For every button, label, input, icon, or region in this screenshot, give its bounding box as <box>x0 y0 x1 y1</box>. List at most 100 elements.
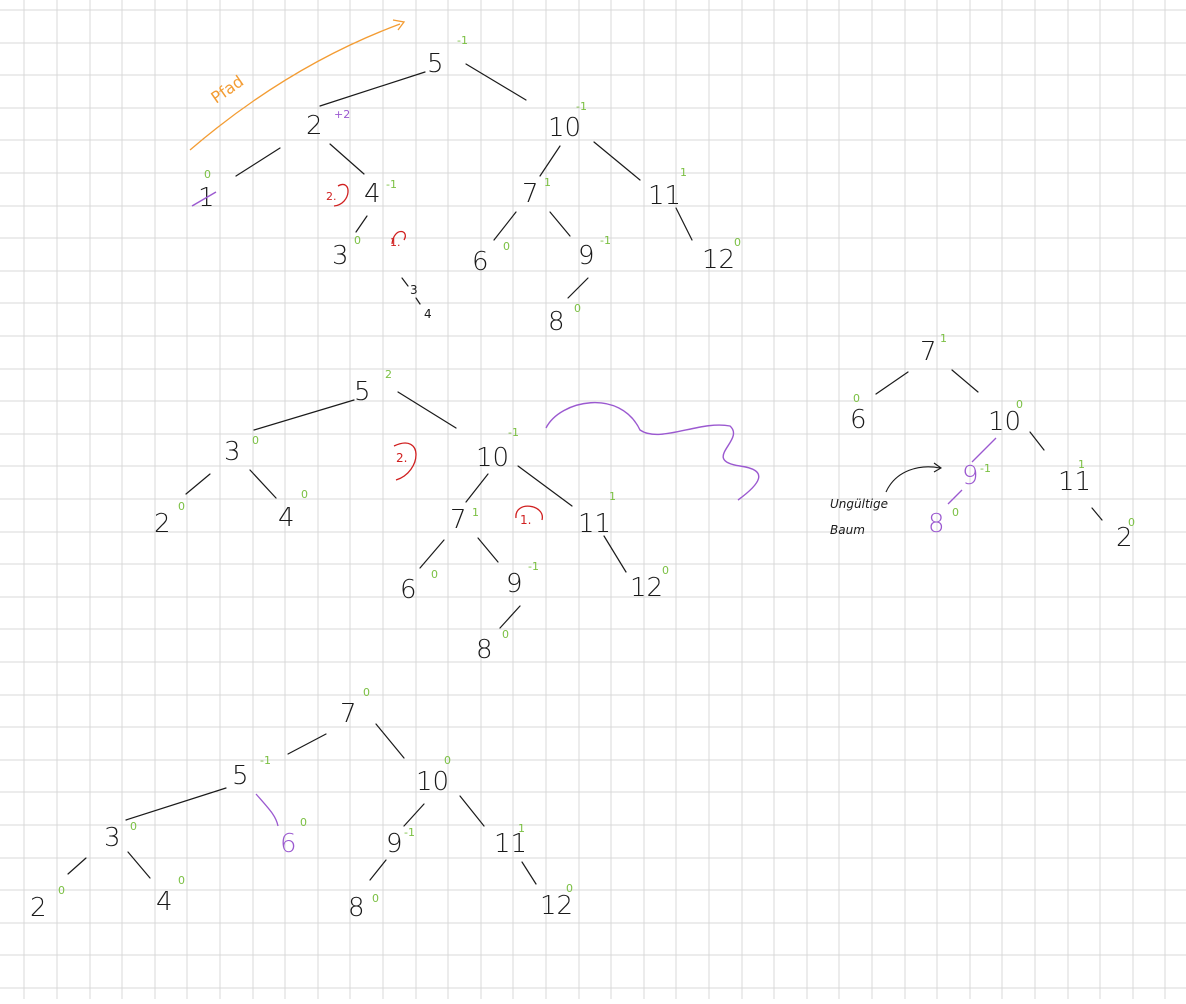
strike-through <box>191 191 217 207</box>
tree1-balance: +2 <box>334 108 350 121</box>
edge-highlight <box>255 793 279 827</box>
tree4-balance: 0 <box>853 392 860 405</box>
tree2-node: 5 <box>354 377 371 407</box>
tree4-node: 6 <box>850 405 867 435</box>
edge <box>185 473 211 495</box>
tree2-balance: 0 <box>178 500 185 513</box>
tree1-balance: 0 <box>734 236 741 249</box>
rotation-marker-1 <box>515 505 543 521</box>
tree2-balance: 0 <box>252 434 259 447</box>
label-arrowhead <box>933 462 943 473</box>
edge <box>319 71 426 107</box>
edge-highlight <box>947 489 963 505</box>
tree2-node: 4 <box>278 503 295 533</box>
tree1-node: 2 <box>306 111 323 141</box>
tree3-node: 2 <box>30 893 47 923</box>
tree2: 5 2 3 0 2 0 4 0 10 -1 7 1 6 0 9 -1 8 0 1… <box>154 368 760 665</box>
edge <box>67 857 87 875</box>
tree2-node: 7 <box>450 505 467 535</box>
edge <box>493 211 517 241</box>
tree3: 7 0 5 -1 3 0 2 0 4 0 6 0 10 0 9 -1 8 0 1… <box>30 686 573 923</box>
tree1: Pfad 5 -1 2 +2 1 0 4 -1 3 0 10 -1 7 1 6 … <box>189 19 741 337</box>
edge <box>521 861 537 885</box>
edge <box>415 297 421 305</box>
tree1-node: 8 <box>548 307 565 337</box>
tree3-node: 9 <box>386 829 403 859</box>
note-label: 4 <box>424 307 432 321</box>
edge <box>235 147 281 177</box>
tree3-balance: 0 <box>130 820 137 833</box>
tree1-node: 4 <box>364 179 381 209</box>
tree3-balance: 0 <box>178 874 185 887</box>
rotation-marker-2 <box>333 183 349 207</box>
edge <box>329 143 365 175</box>
edge <box>477 537 499 563</box>
tree4-node: 7 <box>920 337 937 367</box>
unbalanced-label-line2: Baum <box>830 523 865 537</box>
tree4-node-highlight: 8 <box>928 509 945 539</box>
edge <box>401 277 409 287</box>
rotation-marker-2 <box>393 442 417 481</box>
tree1-balance: 0 <box>354 234 361 247</box>
tree1-node: 11 <box>648 181 681 211</box>
path-label: Pfad <box>207 71 247 107</box>
tree2-balance: 0 <box>502 628 509 641</box>
tree1-balance: 1 <box>680 166 687 179</box>
tree4-balance: 0 <box>1128 516 1135 529</box>
tree4-node-highlight: 9 <box>962 461 979 491</box>
wave-annotation <box>545 402 760 501</box>
tree2-balance: 1 <box>609 490 616 503</box>
tree2-balance: 2 <box>385 368 392 381</box>
tree3-balance: 0 <box>444 754 451 767</box>
tree2-node: 3 <box>224 437 241 467</box>
tree3-node: 7 <box>340 699 357 729</box>
edge <box>567 277 589 299</box>
tree2-balance: 0 <box>431 568 438 581</box>
edge <box>125 787 227 821</box>
tree3-balance: 0 <box>58 884 65 897</box>
tree3-balance: 0 <box>300 816 307 829</box>
tree1-node: 7 <box>522 179 539 209</box>
edge <box>397 391 457 429</box>
tree2-node: 10 <box>476 443 509 473</box>
tree3-node-highlight: 6 <box>280 829 297 859</box>
tree3-node: 11 <box>494 829 527 859</box>
tree1-balance: 0 <box>204 168 211 181</box>
tree1-balance: 0 <box>503 240 510 253</box>
edge <box>499 605 521 629</box>
tree4-node: 2 <box>1116 523 1133 553</box>
tree2-node: 12 <box>630 573 663 603</box>
tree1-node: 10 <box>548 113 581 143</box>
label-arrow <box>885 466 941 493</box>
rotation-marker-1 <box>391 230 406 245</box>
tree4-node: 11 <box>1058 467 1091 497</box>
tree2-node: 2 <box>154 509 171 539</box>
tree3-node: 5 <box>232 761 249 791</box>
tree4-balance: -1 <box>980 462 991 475</box>
edge <box>1029 431 1045 451</box>
tree3-balance: 0 <box>372 892 379 905</box>
edge <box>419 539 445 569</box>
edge <box>403 803 425 827</box>
tree3-node: 4 <box>156 887 173 917</box>
tree2-balance: 0 <box>662 564 669 577</box>
tree2-node: 8 <box>476 635 493 665</box>
tree2-node: 9 <box>506 569 523 599</box>
edge-highlight <box>971 437 997 463</box>
rotation-step-label: 1. <box>390 236 401 249</box>
edge <box>459 795 485 827</box>
edge <box>1091 507 1103 521</box>
path-arrowhead <box>392 19 406 31</box>
rotation-step-label: 1. <box>520 513 531 527</box>
tree3-node: 8 <box>348 893 365 923</box>
tree1-node: 12 <box>702 245 735 275</box>
edge <box>127 851 151 879</box>
edge <box>249 469 277 499</box>
tree1-balance: -1 <box>600 234 611 247</box>
tree1-balance: -1 <box>386 178 397 191</box>
tree4: 7 1 6 0 10 0 9 -1 8 0 11 1 2 0 Ungültige… <box>830 332 1135 553</box>
edge <box>593 141 641 181</box>
